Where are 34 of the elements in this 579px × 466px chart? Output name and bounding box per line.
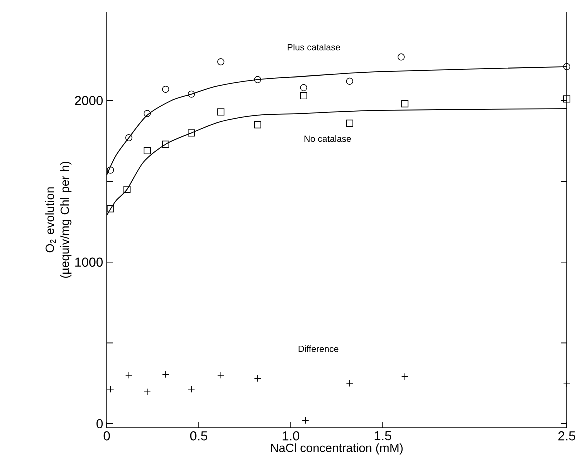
y-tick-label: 1000: [76, 258, 103, 267]
annotation: Difference: [298, 346, 339, 352]
point: [188, 90, 196, 98]
x-tick-label: 1.0: [282, 432, 300, 441]
point: [144, 147, 152, 154]
point: [126, 134, 133, 142]
point: [346, 78, 354, 86]
annotation: Plus catalase: [288, 44, 340, 51]
x-axis-title: NaCl concentration (mM): [271, 444, 403, 455]
point: [300, 92, 308, 100]
annotation: No catalase: [304, 136, 352, 142]
x-tick-label: 0.5: [190, 432, 208, 441]
point: [254, 76, 262, 84]
point: [218, 58, 225, 66]
point: [218, 108, 225, 116]
point: [402, 100, 409, 108]
point: [162, 140, 170, 148]
x-tick-label: 1.5: [374, 432, 392, 441]
y-tick-label: 2000: [75, 96, 103, 106]
point: [124, 186, 131, 194]
x-tick-label: 0: [104, 432, 110, 441]
point: [188, 130, 196, 137]
point: [144, 110, 152, 118]
point: [107, 206, 114, 213]
point: [107, 166, 114, 174]
point: [162, 86, 170, 94]
point: [398, 54, 405, 61]
point: [300, 84, 308, 92]
point: [563, 96, 571, 103]
point: [563, 63, 571, 70]
point: [346, 120, 354, 128]
x-tick-label: 2.5: [558, 432, 576, 441]
point: [254, 122, 262, 129]
y-tick-label: 0: [96, 419, 103, 429]
